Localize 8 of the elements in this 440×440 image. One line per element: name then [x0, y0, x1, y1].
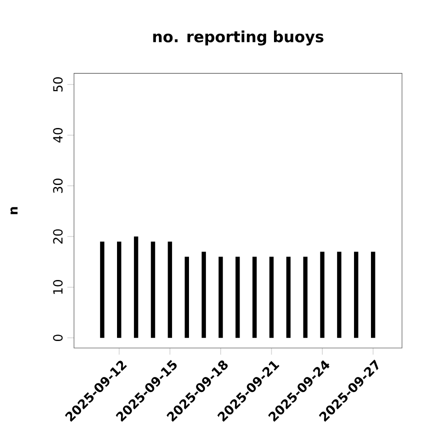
y-tick-label: 0: [53, 334, 63, 342]
y-tick-label: 10: [53, 280, 63, 294]
y-tick-label: 50: [53, 77, 63, 92]
chart-title: no. reporting buoys: [153, 30, 324, 46]
y-tick-label: 20: [53, 229, 63, 244]
y-tick-label: 40: [53, 128, 63, 143]
y-tick-label: 30: [53, 178, 63, 193]
y-axis-title: n: [10, 207, 18, 214]
